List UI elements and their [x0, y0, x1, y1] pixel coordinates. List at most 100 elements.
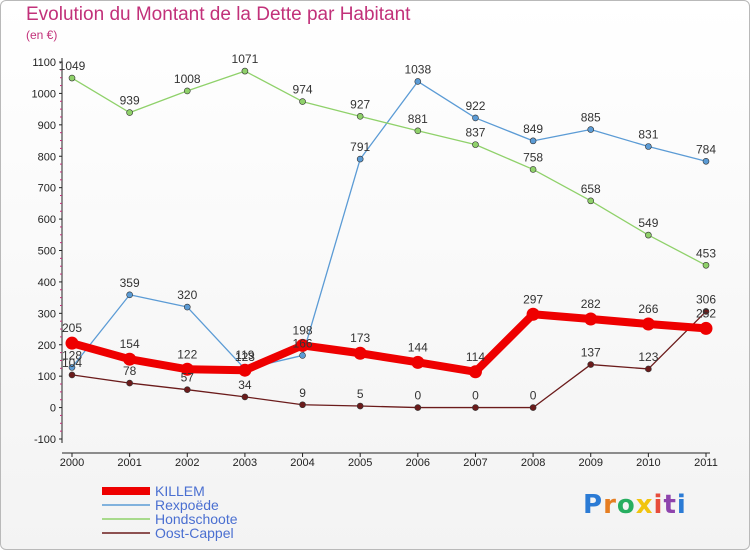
- data-point-oost-cappel: [299, 401, 306, 409]
- data-label-killem: 198: [293, 323, 313, 337]
- data-point-rexpo-de: [702, 157, 710, 165]
- data-label-rexpo-de: 359: [120, 276, 140, 290]
- x-tick-label: 2008: [521, 457, 545, 469]
- logo-letter: i: [676, 490, 687, 520]
- x-tick-label: 2002: [175, 457, 199, 469]
- logo-letter: P: [583, 490, 604, 520]
- data-label-hondschoote: 881: [408, 112, 428, 126]
- data-label-killem: 282: [581, 297, 601, 311]
- data-point-rexpo-de: [414, 78, 422, 85]
- data-point-rexpo-de: [183, 303, 191, 311]
- data-point-oost-cappel: [472, 404, 479, 411]
- data-label-rexpo-de: 784: [696, 142, 716, 156]
- data-label-oost-cappel: 306: [696, 292, 716, 306]
- logo-letter: r: [603, 490, 617, 520]
- data-label-hondschoote: 939: [120, 94, 140, 108]
- data-label-rexpo-de: 128: [62, 348, 82, 362]
- data-label-rexpo-de: 123: [235, 350, 255, 364]
- data-label-hondschoote: 974: [293, 83, 313, 97]
- data-label-oost-cappel: 0: [472, 389, 479, 403]
- data-labels: 128 359 320 123 166 791 1038 922 849 885 831 784 104…: [59, 52, 717, 402]
- data-label-hondschoote: 1008: [174, 72, 201, 86]
- x-tick-label: 2011: [694, 457, 718, 469]
- data-label-oost-cappel: 104: [62, 356, 82, 370]
- data-label-hondschoote: 1049: [59, 59, 86, 73]
- x-tick-label: 2010: [636, 457, 660, 469]
- data-label-killem: 297: [523, 292, 543, 306]
- data-label-hondschoote: 453: [696, 246, 716, 260]
- data-point-hondschoote: [472, 141, 479, 148]
- data-label-rexpo-de: 1038: [404, 62, 431, 76]
- series-line-killem: [68, 310, 710, 376]
- y-tick-label: 100: [38, 371, 56, 383]
- data-point-killem: [65, 336, 79, 350]
- data-point-hondschoote: [356, 113, 364, 120]
- data-point-oost-cappel: [702, 308, 710, 315]
- y-tick-label: 200: [38, 340, 56, 352]
- data-point-oost-cappel: [587, 361, 595, 368]
- y-tick-label: 400: [38, 277, 56, 289]
- y-tick-label: 500: [38, 246, 56, 258]
- data-point-rexpo-de: [68, 364, 76, 371]
- data-point-oost-cappel: [126, 379, 133, 387]
- x-tick-label: 2003: [233, 457, 257, 469]
- y-tick-label: 0: [50, 403, 56, 415]
- data-label-hondschoote: 658: [581, 182, 601, 196]
- y-tick-label: 600: [38, 214, 56, 226]
- data-point-hondschoote: [702, 261, 710, 269]
- data-point-rexpo-de: [356, 155, 364, 163]
- y-tick-label: 700: [38, 183, 56, 195]
- data-point-oost-cappel: [529, 404, 537, 411]
- data-point-rexpo-de: [529, 137, 537, 145]
- data-label-hondschoote: 758: [523, 150, 543, 164]
- data-point-hondschoote: [183, 87, 191, 95]
- data-point-hondschoote: [68, 74, 76, 82]
- chart-title: Evolution du Montant de la Dette par Hab…: [26, 4, 411, 25]
- x-tick-label: 2000: [60, 457, 84, 469]
- data-point-killem: [296, 338, 310, 352]
- data-point-hondschoote: [529, 166, 537, 173]
- data-label-killem: 173: [350, 331, 370, 345]
- data-label-killem: 205: [62, 321, 82, 335]
- data-label-rexpo-de: 320: [177, 288, 197, 302]
- y-tick-label: 1000: [32, 88, 56, 100]
- data-point-hondschoote: [414, 127, 422, 135]
- data-point-hondschoote: [587, 197, 595, 205]
- data-label-rexpo-de: 849: [523, 122, 543, 136]
- data-label-killem: 144: [408, 340, 428, 354]
- data-point-hondschoote: [645, 231, 652, 239]
- legend-label-hondschoote: Hondschoote: [155, 511, 238, 527]
- data-point-oost-cappel: [241, 393, 249, 401]
- data-label-rexpo-de: 831: [638, 128, 658, 142]
- data-label-oost-cappel: 78: [123, 364, 137, 378]
- data-point-rexpo-de: [472, 114, 479, 122]
- data-label-oost-cappel: 34: [238, 378, 252, 392]
- data-label-oost-cappel: 9: [299, 386, 306, 400]
- data-label-rexpo-de: 922: [465, 99, 485, 113]
- y-tick-label: 900: [38, 120, 56, 132]
- legend-label-killem: KILLEM: [155, 483, 205, 499]
- data-point-oost-cappel: [645, 365, 652, 373]
- y-tick-label: 1100: [32, 57, 56, 69]
- y-tick-label: 800: [38, 151, 56, 163]
- data-label-oost-cappel: 137: [581, 346, 601, 360]
- logo-letter: x: [635, 490, 654, 520]
- data-label-oost-cappel: 57: [181, 371, 195, 385]
- data-label-rexpo-de: 791: [350, 140, 370, 154]
- series-line-hondschoote: [71, 70, 707, 266]
- x-tick-label: 2001: [117, 457, 141, 469]
- data-point-killem: [584, 312, 598, 326]
- legend-label-oost-cappel: Oost-Cappel: [155, 525, 234, 541]
- data-label-killem: 114: [466, 350, 485, 364]
- data-point-killem: [468, 365, 482, 379]
- x-tick-label: 2005: [348, 457, 372, 469]
- x-tick-label: 2007: [463, 457, 487, 469]
- series-line-rexpo-de: [71, 80, 707, 370]
- data-point-oost-cappel: [356, 402, 364, 410]
- data-label-hondschoote: 1071: [232, 52, 259, 66]
- data-point-rexpo-de: [645, 143, 652, 150]
- data-point-hondschoote: [126, 109, 133, 116]
- data-point-rexpo-de: [126, 291, 133, 299]
